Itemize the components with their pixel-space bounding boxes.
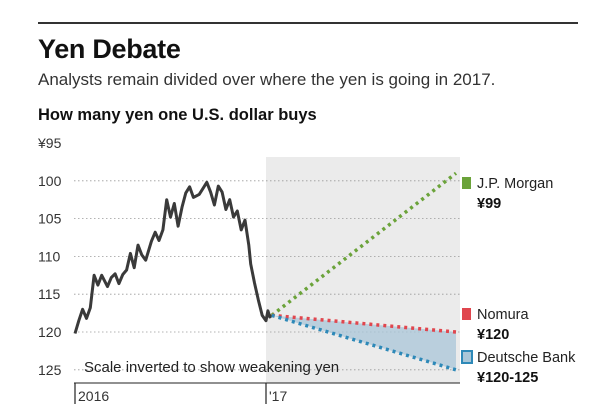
top-rule [38,22,578,24]
x-axis-ticks: 2016 '17 [74,383,287,404]
page-title: Yen Debate [38,34,181,64]
y-tick-label: 110 [38,248,61,264]
deutsche-bank-swatch [461,350,473,364]
page-subtitle: Analysts remain divided over where the y… [38,70,496,89]
jpmorgan-swatch [462,177,471,189]
jpmorgan-legend-value: ¥99 [477,196,501,212]
x-tick-label: 2016 [78,388,109,404]
nomura-forecast-line [271,313,457,334]
jpmorgan-legend-name: J.P. Morgan [477,176,553,192]
y-tick-label: ¥95 [37,135,62,151]
deutsche-bank-band [271,315,456,370]
chart-title: How many yen one U.S. dollar buys [38,106,317,124]
nomura-legend-name: Nomura [477,307,530,323]
x-tick-label: '17 [269,388,287,404]
y-tick-label: 125 [38,362,62,378]
y-axis-ticks: ¥95 100 105 110 115 120 125 [37,135,62,378]
nomura-legend-value: ¥120 [477,327,509,343]
forecast-lines [270,171,458,372]
history-line [73,180,273,334]
y-tick-label: 120 [38,324,62,340]
y-tick-label: 115 [38,286,61,302]
forecast-legend: J.P. Morgan ¥99 Nomura ¥120 Deutsche Bank ¥12… [461,176,576,386]
nomura-swatch [462,308,471,320]
deutsche-bank-legend-name: Deutsche Bank [477,350,576,366]
y-tick-label: 100 [38,173,62,189]
gridlines [74,180,460,371]
deutsche-bank-legend-value: ¥120-125 [477,370,538,386]
inverted-scale-annotation: Scale inverted to show weakening yen [84,359,339,376]
y-tick-label: 105 [38,211,62,227]
